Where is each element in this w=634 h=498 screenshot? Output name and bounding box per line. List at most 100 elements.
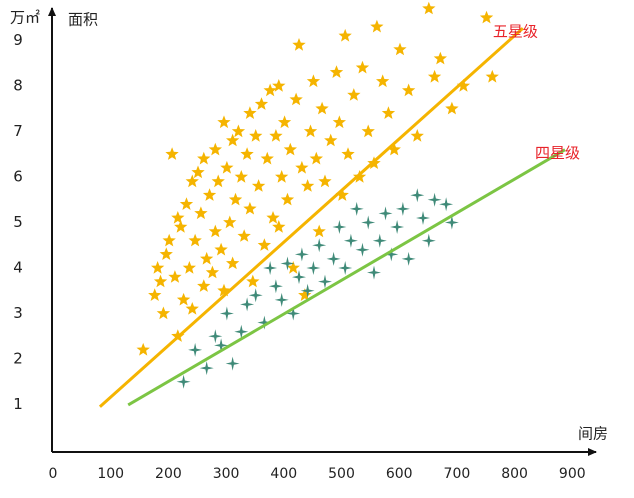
point xyxy=(214,338,229,353)
point xyxy=(211,174,225,188)
x-tick-label: 0 xyxy=(49,466,58,482)
point xyxy=(168,270,182,283)
point xyxy=(188,233,202,247)
point xyxy=(249,129,263,142)
point xyxy=(303,124,318,138)
point xyxy=(197,151,211,165)
point xyxy=(257,238,271,251)
point xyxy=(254,97,269,110)
point xyxy=(444,215,459,230)
point xyxy=(416,211,430,225)
x-tick-label: 400 xyxy=(270,466,297,482)
point xyxy=(234,170,248,183)
point xyxy=(306,74,321,88)
point xyxy=(156,306,171,320)
point xyxy=(205,265,220,279)
point xyxy=(202,188,217,201)
point xyxy=(243,106,257,119)
point xyxy=(225,356,240,371)
point xyxy=(246,274,260,288)
point xyxy=(312,238,327,253)
point xyxy=(312,224,326,238)
point xyxy=(194,206,208,220)
point xyxy=(277,115,292,129)
point xyxy=(263,261,278,275)
point xyxy=(223,215,237,229)
point xyxy=(298,288,312,301)
point xyxy=(315,101,329,115)
point xyxy=(251,179,266,192)
x-axis-title: 间房 xyxy=(578,425,608,443)
point xyxy=(219,306,234,321)
point xyxy=(226,133,240,147)
point xyxy=(234,324,249,339)
point xyxy=(456,79,471,92)
point xyxy=(410,188,425,203)
point xyxy=(326,251,341,266)
legend-label: 四星级 xyxy=(535,144,580,162)
point xyxy=(318,174,332,188)
point xyxy=(208,224,222,238)
point xyxy=(272,79,286,92)
point xyxy=(174,220,188,233)
trend-line xyxy=(127,148,566,407)
point xyxy=(217,115,231,129)
point xyxy=(228,192,243,206)
point xyxy=(390,220,405,234)
point xyxy=(381,106,396,119)
point xyxy=(384,247,399,262)
y-tick-label: 8 xyxy=(13,77,23,95)
point xyxy=(355,242,370,257)
point xyxy=(248,288,263,303)
point xyxy=(231,124,246,138)
point xyxy=(367,265,381,280)
point xyxy=(329,65,344,78)
trend-line xyxy=(98,27,524,408)
point xyxy=(292,38,306,51)
point xyxy=(280,256,295,271)
point xyxy=(283,142,297,156)
point xyxy=(343,233,358,248)
point xyxy=(185,302,199,315)
point xyxy=(355,60,370,74)
point xyxy=(268,279,283,294)
point xyxy=(176,374,191,389)
point xyxy=(176,292,191,306)
y-tick-label: 5 xyxy=(13,213,23,231)
point xyxy=(162,233,176,247)
y-tick-label: 6 xyxy=(13,168,23,186)
point xyxy=(240,147,254,160)
point xyxy=(272,220,286,233)
x-tick-label: 100 xyxy=(97,466,124,482)
point xyxy=(269,129,283,142)
point xyxy=(372,233,387,248)
point xyxy=(289,92,303,106)
y-unit: 万㎡ xyxy=(10,9,40,27)
point xyxy=(188,342,203,357)
point xyxy=(151,261,165,274)
point xyxy=(191,165,205,179)
point xyxy=(370,19,384,33)
point xyxy=(332,115,346,129)
point xyxy=(294,247,309,262)
point xyxy=(309,151,323,165)
x-tick-label: 300 xyxy=(213,466,240,482)
point xyxy=(376,74,390,88)
point xyxy=(199,361,214,376)
point xyxy=(185,174,199,188)
point xyxy=(274,292,289,307)
point xyxy=(159,247,173,260)
point xyxy=(243,201,257,215)
y-tick-label: 3 xyxy=(13,304,23,322)
point xyxy=(479,10,494,24)
x-tick-label: 800 xyxy=(501,466,528,482)
point xyxy=(433,51,447,65)
point xyxy=(306,261,321,275)
point xyxy=(217,283,231,297)
x-tick-label: 700 xyxy=(444,466,471,482)
point xyxy=(401,251,416,266)
y-axis-title: 面积 xyxy=(68,11,98,29)
point xyxy=(395,201,410,216)
point xyxy=(286,261,300,274)
point xyxy=(148,288,162,301)
